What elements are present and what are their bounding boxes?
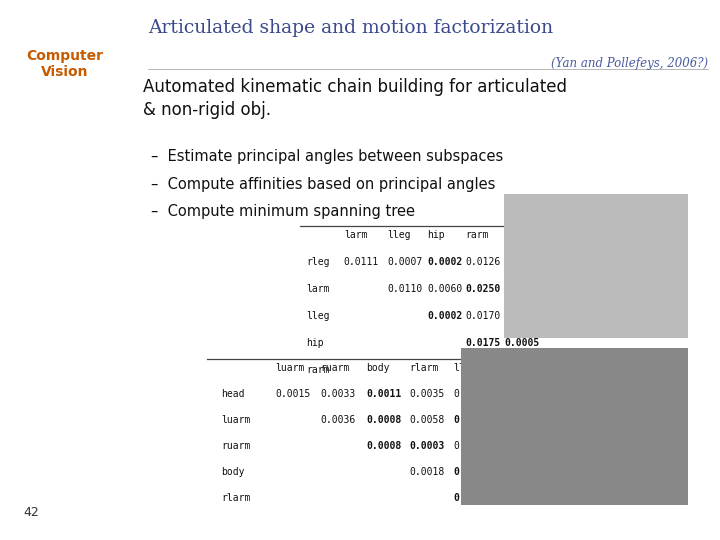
Text: ruarm: ruarm — [221, 441, 251, 451]
Text: Automated kinematic chain building for articulated
& non-rigid obj.: Automated kinematic chain building for a… — [143, 78, 567, 119]
Text: 0.0126: 0.0126 — [465, 257, 500, 267]
Text: 0.0002: 0.0002 — [427, 257, 462, 267]
Text: 0.0008: 0.0008 — [366, 441, 401, 451]
Text: (Yan and Pollefeys, 2006?): (Yan and Pollefeys, 2006?) — [552, 57, 708, 70]
Text: 0.0018: 0.0018 — [410, 467, 445, 477]
Text: hip: hip — [427, 230, 445, 240]
Text: 0.0009: 0.0009 — [454, 415, 489, 426]
Text: hip: hip — [306, 338, 323, 348]
Text: rlarm: rlarm — [221, 493, 251, 503]
Text: 0.0250: 0.0250 — [465, 284, 500, 294]
Text: Computer
Vision: Computer Vision — [27, 49, 104, 79]
Text: 0.0033: 0.0033 — [320, 389, 356, 400]
Text: 0.0145: 0.0145 — [454, 441, 489, 451]
Text: –  Estimate principal angles between subspaces: – Estimate principal angles between subs… — [151, 148, 503, 164]
Text: 0.0111: 0.0111 — [344, 257, 379, 267]
Text: –  Compute affinities based on principal angles: – Compute affinities based on principal … — [151, 177, 496, 192]
Text: 0.0036: 0.0036 — [320, 415, 356, 426]
Text: ruarm: ruarm — [320, 363, 350, 374]
Text: 0.0065: 0.0065 — [454, 389, 489, 400]
Text: body: body — [221, 467, 245, 477]
Text: 0.0103: 0.0103 — [454, 493, 489, 503]
Text: 0.0006: 0.0006 — [504, 257, 539, 267]
Text: rlarm: rlarm — [410, 363, 439, 374]
Text: larm: larm — [306, 284, 330, 294]
Text: 0.0058: 0.0058 — [410, 415, 445, 426]
Text: rarm: rarm — [465, 230, 489, 240]
Text: 0.0006: 0.0006 — [504, 311, 539, 321]
Text: –  Compute minimum spanning tree: – Compute minimum spanning tree — [151, 204, 415, 219]
Text: 0.0060: 0.0060 — [427, 284, 462, 294]
Text: lleg: lleg — [306, 311, 330, 321]
Text: rleg: rleg — [306, 257, 330, 267]
Text: 0.0008: 0.0008 — [504, 284, 539, 294]
Text: 0.0005: 0.0005 — [504, 338, 539, 348]
Text: 0.0035: 0.0035 — [410, 389, 445, 400]
Text: 0.0008: 0.0008 — [366, 415, 401, 426]
Text: 42: 42 — [24, 507, 39, 519]
Text: body: body — [366, 363, 390, 374]
Text: luarm: luarm — [276, 363, 305, 374]
Text: 0.0002: 0.0002 — [427, 311, 462, 321]
Text: lleg: lleg — [387, 230, 411, 240]
Text: luarm: luarm — [221, 415, 251, 426]
Text: Articulated shape and motion factorization: Articulated shape and motion factorizati… — [148, 19, 554, 37]
Text: 0.0170: 0.0170 — [465, 311, 500, 321]
Text: larm: larm — [344, 230, 367, 240]
Text: 0.0110: 0.0110 — [387, 284, 423, 294]
Text: rarm: rarm — [306, 365, 330, 375]
Text: 0.0007: 0.0007 — [387, 257, 423, 267]
Text: body: body — [504, 230, 528, 240]
Text: head: head — [221, 389, 245, 400]
Text: 0.0003: 0.0003 — [410, 441, 445, 451]
Text: 0.0033: 0.0033 — [454, 467, 489, 477]
Text: llarm: llarm — [454, 363, 483, 374]
Text: 0.0003: 0.0003 — [504, 365, 539, 375]
Text: 0.0015: 0.0015 — [276, 389, 311, 400]
Text: 0.0011: 0.0011 — [366, 389, 401, 400]
Text: 0.0175: 0.0175 — [465, 338, 500, 348]
